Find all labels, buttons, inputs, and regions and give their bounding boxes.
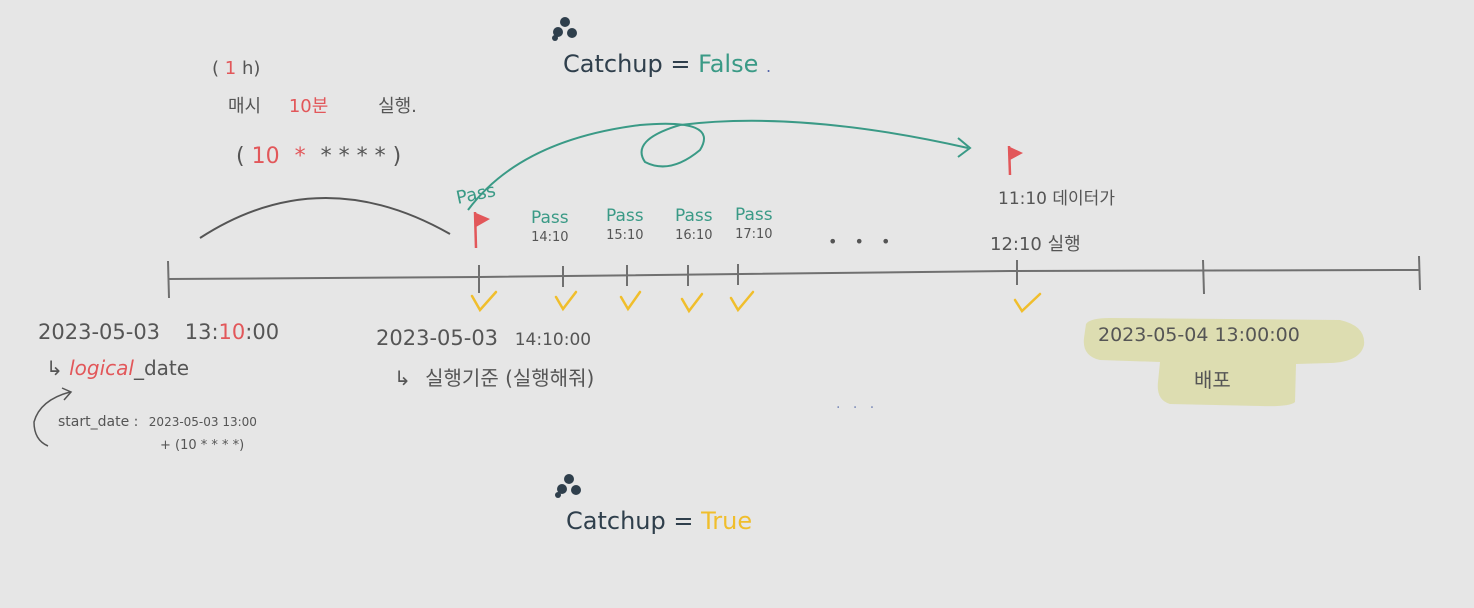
pass-item: Pass 15:10 (606, 206, 644, 243)
catchup-value: False (698, 50, 759, 78)
pass-item: Pass 14:10 (531, 208, 569, 245)
flag-icon (1007, 145, 1023, 176)
curved-arrow-icon (467, 119, 969, 211)
heading-dot: . (766, 57, 772, 76)
start-date-plus: + (10 * * * *) (160, 438, 245, 453)
catchup-true-heading: Catchup = True (566, 507, 752, 535)
cron-note: ( 10 * * * * * ) (236, 144, 402, 169)
later-run-exec-note: 12:10 실행 (990, 234, 1081, 255)
checkmark-icon (680, 292, 704, 314)
timeline-axis (167, 269, 1421, 280)
start-date-bracket (33, 391, 71, 447)
start-date-note: start_date : 2023-05-03 13:00 (58, 414, 257, 430)
equals-sign: = (670, 50, 691, 78)
deploy-label: 배포 (1194, 368, 1231, 392)
bracket-arrowhead-icon (61, 387, 73, 401)
equals-sign: = (673, 507, 694, 535)
interval-arc (199, 197, 451, 239)
flower-icon (552, 17, 577, 41)
catchup-label: Catchup (566, 507, 666, 535)
checkmark-icon (1013, 292, 1042, 313)
deploy-datetime: 2023-05-04 13:00:00 (1098, 324, 1300, 346)
timeline-ellipsis: • • • (828, 232, 897, 251)
every-hour-note: 매시 10분 실행. (228, 96, 417, 117)
pass-item: Pass 16:10 (675, 206, 713, 243)
checkmark-icon (729, 290, 755, 313)
deploy-highlight (1083, 318, 1365, 407)
interval-note: ( 1 h) (212, 58, 261, 79)
later-run-data-note: 11:10 데이터가 (998, 189, 1115, 209)
checkmark-icon (554, 290, 578, 312)
timeline-tick-end (1418, 255, 1421, 291)
checkmark-icon (470, 290, 498, 313)
logical-date-label: ↳ logical_date (46, 356, 190, 380)
catchup-label: Catchup (563, 50, 663, 78)
flag-icon (473, 211, 490, 249)
flower-icon (555, 474, 581, 498)
arrowhead-icon (957, 137, 972, 158)
logical-date-datetime: 2023-05-03 13:10:00 (38, 320, 280, 344)
catchup-value: True (701, 507, 753, 535)
first-run-datetime: 2023-05-03 14:10:00 (376, 326, 592, 350)
checkmark-icon (619, 290, 642, 312)
first-run-note: ↳ 실행기준 (실행해줘) (394, 366, 595, 390)
ellipsis-below: . . . (836, 396, 879, 412)
timeline-tick-deploy (1202, 259, 1205, 295)
timeline-tick-start (167, 260, 170, 299)
pass-item: Pass 17:10 (735, 205, 773, 242)
catchup-false-heading: Catchup = False . (563, 50, 771, 78)
